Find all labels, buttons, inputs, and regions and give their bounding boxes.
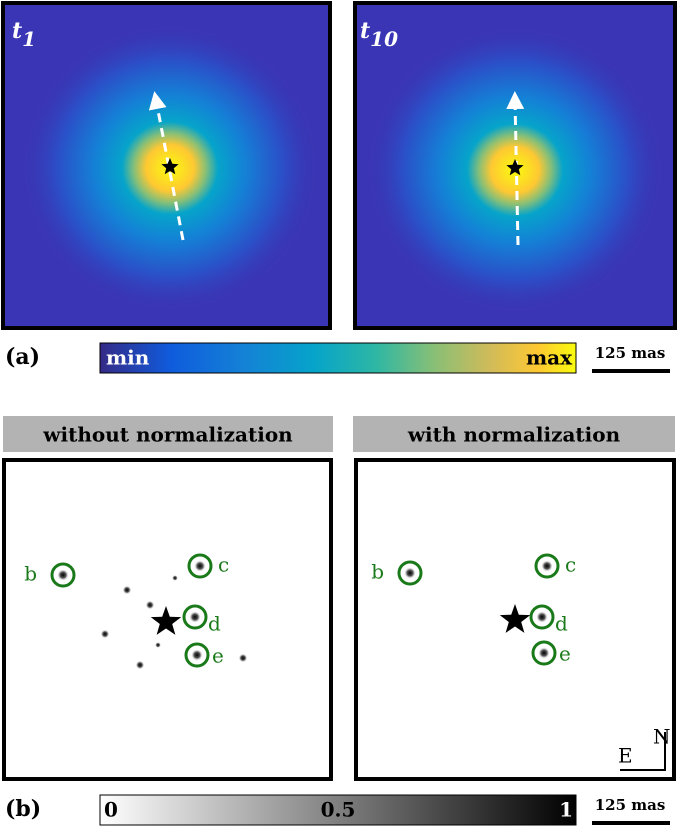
residual — [238, 653, 248, 663]
source-spot — [538, 647, 550, 659]
compass: N E — [618, 725, 671, 771]
scale-label: 125 mas — [595, 344, 666, 362]
panel-label: (a) — [5, 344, 40, 370]
star — [499, 604, 531, 633]
header — [3, 416, 333, 452]
source-label: b — [24, 562, 37, 586]
residual — [135, 660, 145, 670]
residual — [172, 575, 178, 581]
scale-label: 125 mas — [595, 796, 666, 814]
time-label: t1 — [12, 18, 36, 51]
source-spot — [189, 611, 201, 623]
star — [150, 606, 182, 635]
panel-label: (b) — [5, 796, 41, 822]
header-title: without normalization — [42, 423, 293, 447]
source-ring — [397, 560, 423, 586]
source-ring — [182, 604, 208, 630]
source-ring — [184, 642, 210, 668]
residual — [145, 600, 155, 610]
colorbar — [99, 794, 577, 826]
north: N — [653, 725, 671, 749]
stars — [150, 158, 531, 635]
source-label: c — [218, 553, 229, 577]
source-spot — [191, 649, 203, 661]
east: E — [618, 744, 633, 768]
source-label: d — [555, 612, 568, 636]
source-spot — [404, 567, 416, 579]
source-spot — [57, 569, 69, 581]
source-ring — [50, 562, 76, 588]
residual — [100, 629, 110, 639]
colorbar-min: min — [106, 346, 150, 370]
colorbar-max: max — [526, 346, 573, 370]
source-label: e — [559, 642, 571, 666]
residual — [155, 642, 161, 648]
colorbar-tick: 1 — [559, 798, 573, 822]
star — [506, 159, 524, 176]
source-ring — [531, 640, 557, 666]
source-label: e — [212, 644, 224, 668]
residual — [122, 585, 132, 595]
source-spot — [536, 611, 548, 623]
colorbar-tick: 0.5 — [321, 798, 356, 822]
source-spot — [194, 560, 206, 572]
source-ring — [187, 553, 213, 579]
header-title: with normalization — [407, 423, 621, 447]
time-label: t10 — [360, 18, 398, 51]
source-ring — [534, 553, 560, 579]
source-label: c — [565, 553, 576, 577]
source-label: d — [208, 612, 221, 636]
colorbar — [99, 342, 577, 374]
source-ring — [529, 604, 555, 630]
header — [353, 416, 675, 452]
colorbar-tick: 0 — [104, 798, 118, 822]
star — [161, 158, 179, 175]
source-label: b — [371, 560, 384, 584]
residuals — [100, 575, 248, 670]
source-spot — [541, 560, 553, 572]
